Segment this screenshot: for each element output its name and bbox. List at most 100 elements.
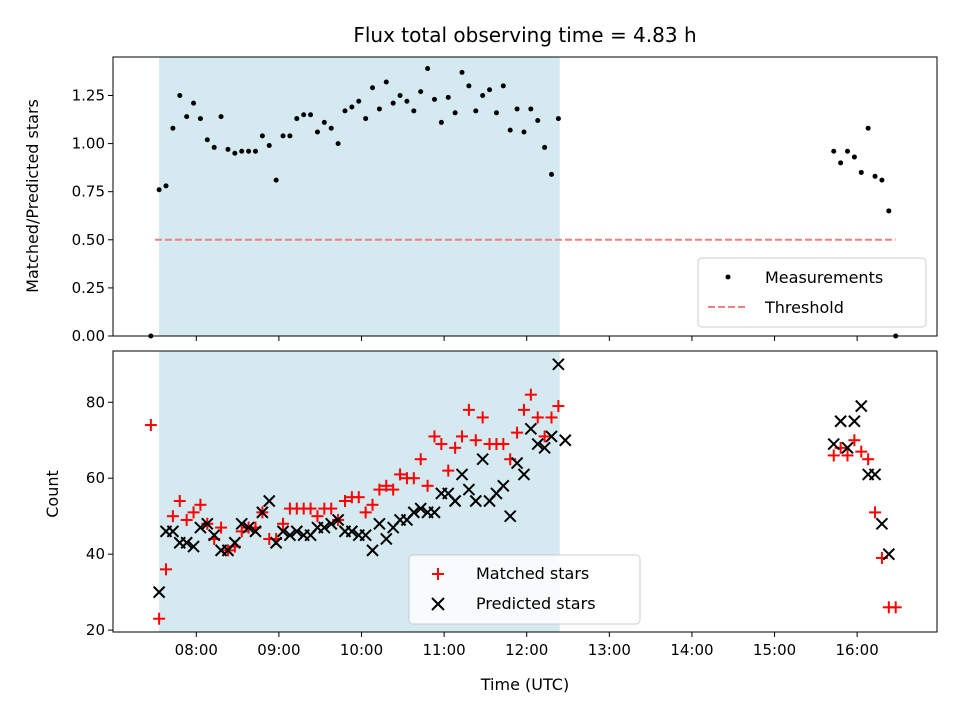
- predicted-star-point: [194, 521, 207, 534]
- predicted-star-point: [848, 415, 861, 428]
- matched-star-point: [442, 464, 455, 477]
- measurement-point: [528, 106, 534, 112]
- legend-label-threshold: Threshold: [764, 298, 844, 317]
- legend-marker-predicted: [431, 597, 445, 611]
- predicted-star-point: [448, 494, 462, 508]
- matched-star-point: [380, 479, 393, 492]
- measurement-point: [514, 106, 520, 112]
- matched-star-point: [517, 403, 530, 416]
- measurement-point: [204, 137, 210, 143]
- measurement-point: [383, 79, 389, 85]
- matched-star-point: [277, 517, 290, 530]
- bottom-y-ticks: 20 40 60 80: [86, 393, 113, 639]
- predicted-star-point: [345, 525, 359, 538]
- matched-star-point: [304, 502, 317, 515]
- matched-star-point: [166, 510, 179, 523]
- predicted-star-point: [235, 517, 248, 530]
- matched-star-point: [311, 510, 324, 523]
- predicted-star-point: [497, 479, 510, 493]
- matched-star-point: [435, 438, 448, 451]
- matched-star-point: [366, 498, 379, 511]
- measurement-point: [356, 98, 362, 104]
- bottom-panel: 20 40 60 80 08:00 09:00 10:00 11:00 12:00 13:00 1…: [43, 350, 938, 694]
- predicted-star-point: [249, 525, 262, 538]
- measurement-point: [845, 148, 851, 154]
- predicted-star-point: [263, 494, 276, 508]
- predicted-star-point: [882, 547, 896, 561]
- top-legend: Measurements Threshold: [697, 257, 927, 328]
- measurement-point: [459, 69, 465, 75]
- top-y-tick-label: 1.00: [72, 135, 105, 153]
- measurement-point: [225, 146, 231, 152]
- bottom-plot-frame: [112, 350, 938, 633]
- matched-star-point: [144, 419, 157, 432]
- matched-star-point: [524, 388, 537, 401]
- matched-star-point: [187, 506, 200, 519]
- predicted-star-point: [228, 536, 242, 549]
- matched-star-point: [476, 411, 489, 424]
- matched-star-point: [338, 494, 351, 507]
- predicted-star-point: [834, 415, 847, 428]
- predicted-star-point: [318, 521, 331, 534]
- measurement-point: [370, 85, 376, 91]
- measurement-point: [865, 125, 871, 131]
- measurement-point: [287, 133, 293, 139]
- predicted-star-point: [407, 506, 421, 519]
- measurement-point: [521, 129, 527, 135]
- predicted-star-point: [276, 525, 290, 538]
- predicted-star-point: [380, 532, 393, 546]
- legend-label-measurements: Measurements: [765, 268, 883, 287]
- top-y-tick-label: 1.25: [72, 86, 105, 104]
- matched-star-point: [194, 498, 207, 511]
- predicted-star-point: [538, 441, 551, 455]
- measurement-point: [301, 112, 307, 118]
- measurement-point: [156, 187, 162, 193]
- measurement-point: [321, 119, 327, 125]
- measurement-point: [259, 133, 265, 139]
- matched-star-point: [325, 502, 338, 515]
- measurement-point: [851, 154, 857, 160]
- predicted-star-point: [180, 536, 193, 549]
- top-points: [148, 66, 899, 339]
- predicted-star-point: [455, 468, 469, 481]
- matched-star-point: [160, 563, 173, 576]
- top-shaded-region: [159, 57, 560, 336]
- measurement-point: [349, 104, 355, 110]
- chart-title: Flux total observing time = 4.83 h: [353, 23, 696, 47]
- measurement-point: [425, 66, 431, 72]
- bottom-y-tick-label: 60: [86, 469, 105, 487]
- top-panel: 0.00 0.25 0.50 0.75 1.00 1.25 Flux total obse…: [23, 23, 938, 345]
- predicted-star-point: [517, 468, 531, 481]
- measurement-point: [266, 143, 272, 149]
- measurement-point: [390, 100, 396, 106]
- measurement-point: [466, 83, 472, 89]
- top-y-tick-label: 0.25: [72, 279, 105, 297]
- matched-star-point: [545, 411, 558, 424]
- top-y-ticks: 0.00 0.25 0.50 0.75 1.00 1.25: [72, 86, 113, 345]
- matched-star-point: [862, 453, 875, 466]
- predicted-star-point: [531, 437, 544, 451]
- bottom-y-axis-label: Count: [43, 470, 62, 518]
- bottom-legend-box: [408, 554, 641, 625]
- predicted-star-point: [855, 399, 868, 413]
- predicted-star-point: [242, 521, 255, 534]
- matched-star-point: [215, 521, 228, 534]
- matched-star-point: [855, 445, 868, 458]
- bottom-points-matched: [144, 388, 902, 625]
- top-y-axis-label: Matched/Predicted stars: [23, 99, 42, 293]
- matched-star-point: [428, 430, 441, 443]
- matched-star-point: [173, 494, 186, 507]
- measurement-point: [163, 183, 169, 189]
- measurement-point: [535, 117, 541, 123]
- measurement-point: [886, 208, 892, 214]
- matched-star-point: [531, 411, 544, 424]
- predicted-star-point: [283, 528, 297, 542]
- predicted-star-point: [256, 506, 269, 519]
- measurement-point: [328, 125, 334, 131]
- measurement-point: [184, 114, 190, 120]
- bottom-points-predicted: [152, 358, 896, 599]
- predicted-star-point: [510, 456, 524, 470]
- top-y-tick-label: 0.50: [72, 231, 105, 249]
- matched-star-point: [407, 472, 420, 485]
